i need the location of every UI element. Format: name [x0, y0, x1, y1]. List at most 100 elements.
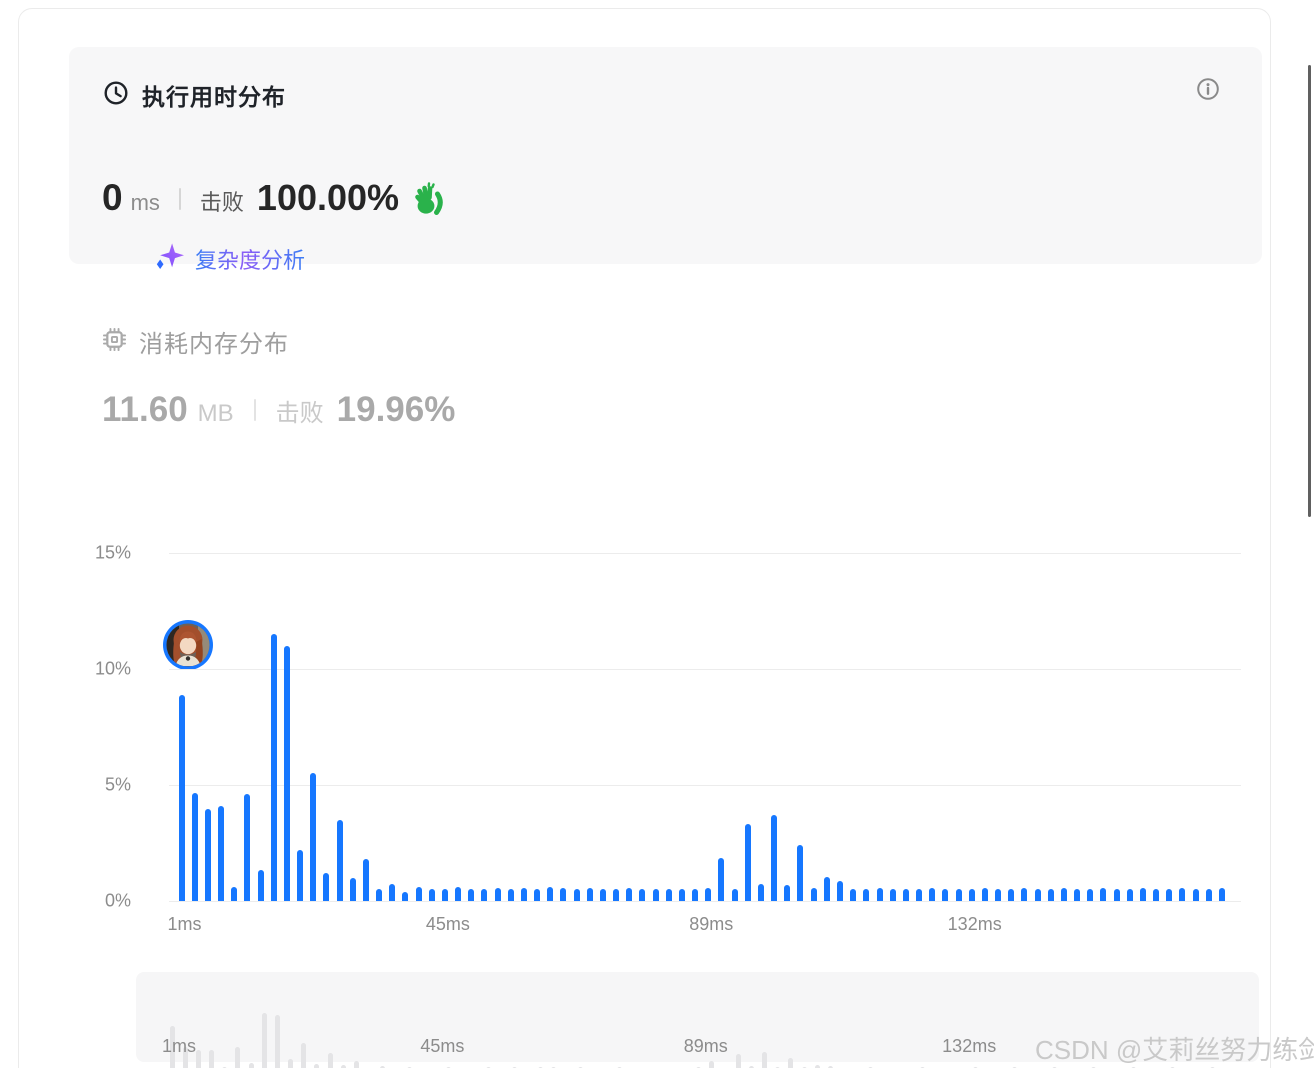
- runtime-bar[interactable]: [889, 889, 896, 901]
- runtime-bar[interactable]: [981, 888, 988, 901]
- runtime-bar[interactable]: [178, 694, 185, 901]
- x-axis-tick: 89ms: [689, 914, 734, 934]
- memory-section-title: 消耗内存分布: [139, 331, 289, 358]
- runtime-bar[interactable]: [1047, 889, 1054, 901]
- vertical-scrollbar-thumb[interactable]: [1308, 65, 1311, 517]
- navigator-bar: [748, 1066, 754, 1068]
- runtime-bar[interactable]: [586, 888, 593, 901]
- runtime-bar[interactable]: [929, 888, 936, 901]
- memory-unit: MB: [197, 400, 234, 427]
- runtime-bar[interactable]: [613, 889, 620, 901]
- runtime-bar[interactable]: [336, 819, 343, 901]
- runtime-bar[interactable]: [810, 888, 817, 901]
- runtime-bar[interactable]: [626, 888, 633, 901]
- runtime-bar[interactable]: [942, 889, 949, 901]
- runtime-bar[interactable]: [1205, 889, 1212, 901]
- navigator-bar: [735, 1053, 741, 1068]
- runtime-distribution-card[interactable]: 执行用时分布 0 ms 击败 100.00%: [69, 47, 1262, 273]
- runtime-bar[interactable]: [204, 809, 211, 901]
- runtime-bar[interactable]: [481, 889, 488, 901]
- runtime-bar[interactable]: [231, 887, 238, 901]
- runtime-bar[interactable]: [850, 889, 857, 901]
- runtime-bar[interactable]: [1113, 889, 1120, 901]
- runtime-bar[interactable]: [968, 889, 975, 901]
- runtime-bar[interactable]: [362, 859, 369, 901]
- runtime-bar[interactable]: [376, 889, 383, 901]
- navigator-axis-tick: 89ms: [683, 1036, 728, 1056]
- runtime-bar[interactable]: [876, 888, 883, 901]
- runtime-bar[interactable]: [1153, 889, 1160, 901]
- runtime-bar[interactable]: [744, 824, 751, 901]
- runtime-bar[interactable]: [547, 887, 554, 901]
- runtime-bar[interactable]: [1192, 889, 1199, 901]
- runtime-bar[interactable]: [1166, 889, 1173, 901]
- runtime-bar[interactable]: [731, 889, 738, 901]
- runtime-bar[interactable]: [995, 889, 1002, 901]
- runtime-bar[interactable]: [705, 888, 712, 901]
- runtime-bar[interactable]: [428, 889, 435, 901]
- runtime-bar[interactable]: [534, 889, 541, 901]
- runtime-bar[interactable]: [455, 887, 462, 901]
- runtime-bar[interactable]: [955, 889, 962, 901]
- runtime-bar[interactable]: [1074, 889, 1081, 901]
- runtime-bar[interactable]: [784, 884, 791, 901]
- runtime-bar[interactable]: [441, 889, 448, 901]
- gridline: [169, 553, 1241, 554]
- runtime-bar[interactable]: [1139, 888, 1146, 901]
- runtime-bar[interactable]: [560, 888, 567, 901]
- runtime-bar[interactable]: [652, 889, 659, 901]
- runtime-bar[interactable]: [218, 805, 224, 901]
- runtime-bar[interactable]: [494, 888, 501, 901]
- runtime-bar[interactable]: [1060, 888, 1067, 901]
- runtime-bar[interactable]: [837, 881, 843, 901]
- runtime-bar[interactable]: [1218, 888, 1225, 901]
- runtime-bar[interactable]: [771, 815, 778, 901]
- runtime-bar[interactable]: [402, 891, 409, 901]
- runtime-bar[interactable]: [1021, 888, 1028, 901]
- runtime-bar[interactable]: [415, 887, 422, 901]
- runtime-bar[interactable]: [1179, 888, 1186, 901]
- navigator-bar: [340, 1065, 346, 1068]
- navigator-bar: [762, 1051, 768, 1068]
- runtime-bar[interactable]: [1126, 889, 1133, 901]
- runtime-bar[interactable]: [823, 876, 830, 901]
- runtime-bar[interactable]: [599, 889, 606, 901]
- runtime-bar[interactable]: [1008, 889, 1015, 901]
- runtime-bar[interactable]: [389, 883, 396, 901]
- info-icon[interactable]: [1196, 77, 1220, 101]
- runtime-bar[interactable]: [507, 889, 514, 901]
- navigator-brush-area[interactable]: [136, 972, 1259, 1062]
- runtime-bar[interactable]: [757, 883, 764, 901]
- user-avatar-marker[interactable]: [162, 619, 214, 671]
- runtime-bar[interactable]: [283, 645, 290, 901]
- runtime-bar[interactable]: [468, 889, 475, 901]
- navigator-axis-tick: 132ms: [942, 1036, 997, 1056]
- runtime-bar[interactable]: [863, 889, 870, 901]
- runtime-bar[interactable]: [257, 869, 264, 901]
- runtime-bar[interactable]: [692, 889, 699, 901]
- complexity-analysis-link[interactable]: 复杂度分析: [153, 241, 305, 277]
- runtime-bar[interactable]: [665, 889, 672, 901]
- runtime-bar[interactable]: [718, 858, 725, 901]
- runtime-bar[interactable]: [1100, 888, 1107, 901]
- runtime-bar[interactable]: [797, 845, 804, 901]
- runtime-bar[interactable]: [1034, 889, 1041, 901]
- runtime-bar[interactable]: [916, 889, 923, 901]
- runtime-bar[interactable]: [573, 889, 580, 901]
- runtime-bar[interactable]: [191, 793, 198, 901]
- runtime-bar[interactable]: [244, 794, 251, 901]
- runtime-bar[interactable]: [1087, 889, 1094, 901]
- runtime-bar[interactable]: [270, 634, 277, 901]
- navigator-bar: [788, 1058, 794, 1068]
- runtime-bar[interactable]: [639, 889, 646, 901]
- navigator-bar: [248, 1063, 254, 1068]
- runtime-bar[interactable]: [323, 873, 330, 901]
- memory-distribution-tab[interactable]: 消耗内存分布: [101, 324, 289, 359]
- runtime-bar[interactable]: [310, 773, 317, 901]
- runtime-bar[interactable]: [678, 889, 685, 901]
- runtime-bar[interactable]: [349, 877, 356, 901]
- runtime-bar[interactable]: [520, 888, 527, 901]
- runtime-bar[interactable]: [902, 889, 909, 901]
- runtime-bar[interactable]: [297, 849, 304, 901]
